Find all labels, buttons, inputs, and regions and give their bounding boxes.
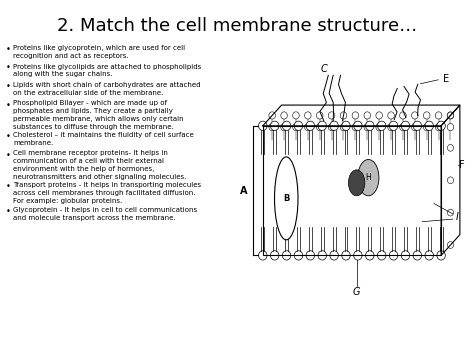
Circle shape bbox=[365, 251, 374, 260]
Circle shape bbox=[411, 124, 418, 131]
Ellipse shape bbox=[348, 170, 365, 196]
Text: •: • bbox=[6, 45, 11, 54]
Text: F: F bbox=[459, 160, 465, 170]
Text: 2. Match the cell membrane structure…: 2. Match the cell membrane structure… bbox=[57, 17, 417, 35]
Text: Proteins like glycoprotein, which are used for cell
recognition and act as recep: Proteins like glycoprotein, which are us… bbox=[13, 45, 185, 59]
Circle shape bbox=[283, 251, 291, 260]
Circle shape bbox=[377, 121, 386, 131]
Text: •: • bbox=[6, 151, 11, 159]
Circle shape bbox=[283, 121, 291, 131]
Circle shape bbox=[400, 112, 406, 119]
Circle shape bbox=[352, 124, 359, 131]
Circle shape bbox=[294, 121, 303, 131]
Text: •: • bbox=[6, 182, 11, 191]
Circle shape bbox=[364, 112, 371, 119]
Circle shape bbox=[447, 112, 454, 119]
Circle shape bbox=[354, 121, 362, 131]
Circle shape bbox=[269, 124, 275, 131]
Circle shape bbox=[317, 112, 323, 119]
Circle shape bbox=[294, 251, 303, 260]
Circle shape bbox=[365, 121, 374, 131]
Text: G: G bbox=[353, 287, 360, 297]
Circle shape bbox=[306, 121, 315, 131]
Circle shape bbox=[447, 112, 454, 119]
Text: B: B bbox=[283, 194, 290, 203]
Circle shape bbox=[425, 121, 433, 131]
Circle shape bbox=[292, 112, 299, 119]
Circle shape bbox=[340, 124, 347, 131]
Circle shape bbox=[401, 251, 410, 260]
Text: •: • bbox=[6, 100, 11, 109]
Circle shape bbox=[413, 251, 421, 260]
Circle shape bbox=[447, 144, 454, 151]
Text: •: • bbox=[6, 64, 11, 72]
Circle shape bbox=[435, 112, 442, 119]
Circle shape bbox=[281, 112, 287, 119]
Circle shape bbox=[389, 121, 398, 131]
Circle shape bbox=[437, 251, 446, 260]
Circle shape bbox=[258, 251, 267, 260]
Text: Phospholipid Bilayer - which are made up of
phosphates and lipids. They create a: Phospholipid Bilayer - which are made up… bbox=[13, 100, 183, 130]
Text: •: • bbox=[6, 132, 11, 141]
Circle shape bbox=[447, 242, 454, 248]
Circle shape bbox=[342, 121, 350, 131]
Circle shape bbox=[389, 251, 398, 260]
Circle shape bbox=[388, 112, 394, 119]
Text: A: A bbox=[240, 186, 248, 196]
Circle shape bbox=[376, 124, 383, 131]
Text: H: H bbox=[365, 173, 371, 182]
Circle shape bbox=[292, 124, 299, 131]
Text: E: E bbox=[443, 74, 449, 84]
Circle shape bbox=[376, 112, 383, 119]
Circle shape bbox=[401, 121, 410, 131]
Circle shape bbox=[305, 124, 311, 131]
Circle shape bbox=[318, 251, 327, 260]
Circle shape bbox=[317, 124, 323, 131]
Circle shape bbox=[306, 251, 315, 260]
Circle shape bbox=[364, 124, 371, 131]
Circle shape bbox=[354, 251, 362, 260]
Circle shape bbox=[352, 112, 359, 119]
Circle shape bbox=[328, 112, 335, 119]
Circle shape bbox=[281, 124, 287, 131]
Circle shape bbox=[423, 112, 430, 119]
Circle shape bbox=[305, 112, 311, 119]
Circle shape bbox=[330, 121, 338, 131]
Text: Lipids with short chain of carbohydrates are attached
on the extracellular side : Lipids with short chain of carbohydrates… bbox=[13, 82, 201, 96]
Circle shape bbox=[437, 121, 446, 131]
Circle shape bbox=[400, 124, 406, 131]
Circle shape bbox=[269, 112, 275, 119]
Circle shape bbox=[340, 112, 347, 119]
Circle shape bbox=[447, 177, 454, 184]
Circle shape bbox=[258, 121, 267, 131]
Circle shape bbox=[447, 124, 454, 131]
Circle shape bbox=[318, 121, 327, 131]
Text: Glycoprotein - It helps in cell to cell communications
and molecule transport ac: Glycoprotein - It helps in cell to cell … bbox=[13, 207, 197, 221]
Circle shape bbox=[328, 124, 335, 131]
Ellipse shape bbox=[358, 159, 379, 196]
Circle shape bbox=[271, 121, 279, 131]
Circle shape bbox=[271, 251, 279, 260]
Text: Cholesterol – it maintains the fluidity of cell surface
membrane.: Cholesterol – it maintains the fluidity … bbox=[13, 132, 194, 146]
Circle shape bbox=[342, 251, 350, 260]
Circle shape bbox=[413, 121, 421, 131]
Circle shape bbox=[330, 251, 338, 260]
Text: Cell membrane receptor proteins- It helps in
communication of a cell with their : Cell membrane receptor proteins- It help… bbox=[13, 151, 186, 180]
Circle shape bbox=[388, 124, 394, 131]
Text: I: I bbox=[456, 212, 459, 222]
Circle shape bbox=[425, 251, 433, 260]
Text: C: C bbox=[320, 64, 327, 74]
Bar bbox=[263, 126, 441, 255]
Text: •: • bbox=[6, 82, 11, 91]
Circle shape bbox=[423, 124, 430, 131]
Text: •: • bbox=[6, 207, 11, 216]
Circle shape bbox=[447, 209, 454, 216]
Text: Proteins like glycolipids are attached to phospholipids
along with the sugar cha: Proteins like glycolipids are attached t… bbox=[13, 64, 201, 77]
Circle shape bbox=[377, 251, 386, 260]
Ellipse shape bbox=[274, 157, 298, 240]
Circle shape bbox=[435, 124, 442, 131]
Text: Transport proteins - It helps in transporting molecules
across cell membranes th: Transport proteins - It helps in transpo… bbox=[13, 182, 201, 203]
Circle shape bbox=[411, 112, 418, 119]
